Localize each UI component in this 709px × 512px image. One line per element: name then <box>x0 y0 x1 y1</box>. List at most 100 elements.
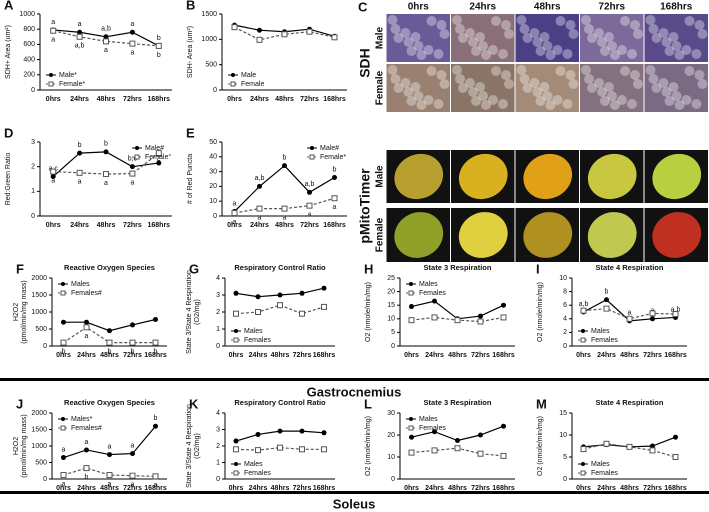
data-point <box>408 317 415 324</box>
x-tick-label: 0hrs <box>576 352 591 359</box>
annotation: a,b <box>671 306 681 313</box>
y-tick-label: 15 <box>387 302 395 309</box>
data-point <box>626 443 633 450</box>
data-point <box>673 434 678 440</box>
data-point <box>233 438 239 444</box>
x-tick-label: 72hrs <box>123 352 142 359</box>
legend-marker <box>60 290 66 296</box>
annotation: a <box>628 310 632 317</box>
data-point <box>321 285 327 291</box>
y-tick-label: 6 <box>563 302 567 309</box>
micrograph-texture <box>522 33 533 43</box>
data-point <box>478 313 483 319</box>
data-point <box>408 449 415 456</box>
y-tick-label: 15 <box>559 410 567 417</box>
y-axis-label: O2 (nmole/min/mg) <box>365 416 372 476</box>
micrograph-fiber <box>394 153 444 200</box>
micrograph-texture <box>498 99 508 109</box>
y-tick-label: 1500 <box>201 11 217 18</box>
data-point <box>106 472 113 479</box>
data-point <box>649 310 656 317</box>
micrograph <box>580 14 644 62</box>
annotation: a <box>130 179 134 186</box>
y-tick-label: 0 <box>216 476 220 483</box>
x-tick-label: 48hrs <box>100 352 119 359</box>
x-tick-label: 48hrs <box>100 485 119 492</box>
x-tick-label: 48hrs <box>97 222 116 229</box>
x-tick-label: 48hrs <box>620 485 639 492</box>
data-point <box>500 452 507 459</box>
micrograph-texture <box>674 50 685 60</box>
micrograph-texture <box>532 87 543 97</box>
micrograph-texture <box>516 15 527 25</box>
micrograph-texture <box>436 70 447 80</box>
data-point <box>431 447 438 454</box>
micrograph-texture <box>406 46 417 56</box>
x-tick-label: 0hrs <box>56 485 71 492</box>
panel-label: I <box>536 261 540 276</box>
micrograph-texture <box>426 16 437 26</box>
y-axis-label: O2 (nmole/min/mg) <box>365 282 372 342</box>
y-tick-label: 2000 <box>31 410 47 417</box>
legend-marker <box>61 282 65 286</box>
micrograph-texture <box>468 87 478 97</box>
x-tick-label: 72hrs <box>300 222 319 229</box>
micrograph-texture <box>597 37 607 47</box>
x-tick-label: 48hrs <box>448 352 467 359</box>
legend-label: Females <box>419 425 446 432</box>
legend-marker <box>230 81 236 87</box>
y-tick-label: 3 <box>216 292 220 299</box>
legend-label: Female* <box>59 81 85 88</box>
x-tick-label: 48hrs <box>271 352 290 359</box>
data-point <box>409 304 414 310</box>
x-tick-label: 168hrs <box>313 352 336 359</box>
x-tick-label: 24hrs <box>597 352 616 359</box>
data-point <box>153 316 158 322</box>
micrograph-texture <box>433 99 444 109</box>
micrograph-texture <box>645 15 656 25</box>
data-point <box>257 27 262 33</box>
y-tick-label: 30 <box>209 168 217 175</box>
data-point <box>277 444 283 451</box>
micrograph-texture <box>403 87 414 97</box>
legend-marker <box>61 417 65 421</box>
data-point <box>321 303 327 310</box>
legend-marker <box>134 154 140 160</box>
x-tick-label: 72hrs <box>471 352 490 359</box>
y-tick-label: 400 <box>23 56 35 63</box>
annotation: b <box>154 415 158 422</box>
data-point <box>255 309 261 315</box>
y-tick-label: 50 <box>209 139 217 146</box>
micrograph-texture <box>664 46 675 56</box>
x-tick-label: 24hrs <box>425 485 444 492</box>
data-point <box>255 294 261 300</box>
x-tick-label: 24hrs <box>77 485 96 492</box>
data-point <box>233 446 239 453</box>
x-tick-label: 0hrs <box>229 485 244 492</box>
annotation: b <box>108 348 112 355</box>
data-point <box>477 450 484 457</box>
micrograph-texture <box>581 15 591 25</box>
section-bar <box>0 378 709 381</box>
data-point <box>307 189 312 195</box>
micrograph-texture <box>584 74 594 84</box>
panel-label: A <box>4 0 14 12</box>
data-point <box>321 430 327 436</box>
micrograph-texture <box>481 50 491 60</box>
legend-marker <box>233 470 239 476</box>
micrograph-texture <box>674 100 685 110</box>
x-tick-label: 168hrs <box>664 352 687 359</box>
data-point <box>103 149 109 155</box>
micrograph-texture <box>633 29 643 39</box>
micrograph-texture <box>406 96 417 106</box>
micrograph-texture <box>471 46 481 56</box>
micrograph-texture <box>697 79 708 89</box>
chart-title: State 4 Respiration <box>596 263 664 272</box>
legend-marker <box>409 417 413 421</box>
data-point <box>603 305 610 312</box>
micrograph-fiber <box>587 212 637 258</box>
micrograph-texture <box>465 78 475 88</box>
panel-label: E <box>186 125 195 140</box>
data-point <box>155 42 162 49</box>
y-tick-label: 1500 <box>31 292 47 299</box>
